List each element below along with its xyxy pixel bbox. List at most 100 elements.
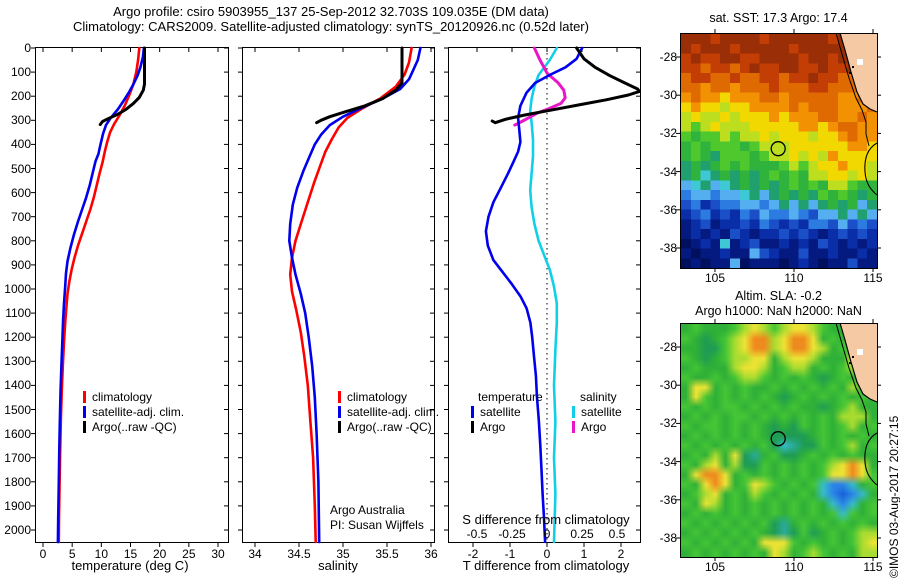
depth-tick-label: 100 [10, 65, 31, 80]
difference-legend-item: Argo [572, 420, 606, 434]
map-x-tick-label: 115 [863, 271, 883, 285]
depth-tick-label: 0 [24, 41, 31, 55]
x-tick-label: 1 [580, 547, 588, 561]
map-y-tick-label: -38 [659, 531, 677, 545]
depth-tick-label: 1900 [4, 498, 31, 513]
difference-legend-item: satellite [572, 405, 622, 419]
map-y-tick-label: -30 [659, 88, 677, 103]
map-x-tick-label: 105 [704, 560, 726, 574]
temperature-legend-item: satellite-adj. clim. [83, 405, 184, 419]
legend-label: satellite [581, 405, 622, 419]
argo-australia-note: Argo Australia [330, 503, 405, 517]
map-y-tick-label: -32 [659, 416, 677, 431]
map-y-tick-label: -32 [659, 126, 677, 141]
difference-legend-header: salinity [580, 390, 617, 404]
map-y-tick-label: -36 [659, 492, 677, 507]
x-tick-label: 34.5 [287, 547, 311, 561]
map-x-tick-label: 110 [784, 271, 804, 285]
temperature-legend-item: Argo(..raw -QC) [83, 420, 177, 434]
x-tick-label: 20 [152, 547, 167, 561]
depth-tick-label: 1100 [5, 306, 31, 321]
depth-tick-label: 600 [10, 185, 31, 200]
legend-label: satellite-adj. clim. [92, 405, 185, 419]
depth-tick-label: 1300 [4, 354, 31, 369]
x-tick-label: 35 [336, 547, 350, 561]
depth-tick-label: 1400 [4, 378, 31, 393]
figure-title-line2: Climatology: CARS2009. Satellite-adjuste… [73, 19, 589, 34]
x-tick-label: 2 [617, 547, 625, 561]
depth-tick-label: 200 [10, 89, 31, 104]
legend-line-sample [83, 391, 86, 403]
salinity-legend-item: satellite-adj. clim. [338, 405, 439, 419]
depth-tick-label: 1700 [4, 450, 31, 465]
x-tick-label: 35.5 [375, 547, 399, 561]
difference-legend-item: satellite [471, 405, 521, 419]
legend-line-sample [572, 406, 575, 418]
legend-label: Argo(..raw -QC) [92, 420, 177, 434]
s-tick-label: 0 [543, 527, 551, 541]
depth-tick-label: 1800 [4, 474, 31, 489]
legend-label: Argo(..raw -QC) [347, 420, 432, 434]
map-x-tick-label: 110 [784, 560, 804, 574]
sst-map-title: sat. SST: 17.3 Argo: 17.4 [709, 11, 848, 25]
x-tick-label: 0 [39, 547, 47, 561]
pi-note: PI: Susan Wijffels [330, 518, 424, 532]
sla-map-title-line2: Argo h1000: NaN h2000: NaN [695, 304, 862, 318]
s-tick-label: 0.25 [570, 527, 594, 541]
figure-title: Argo profile: csiro 5903955_137 25-Sep-2… [0, 4, 662, 34]
legend-line-sample [572, 421, 575, 433]
figure-title-line1: Argo profile: csiro 5903955_137 25-Sep-2… [113, 4, 549, 19]
map-y-tick-label: -36 [659, 202, 677, 217]
legend-line-sample [471, 421, 474, 433]
x-tick-label: 15 [123, 547, 138, 561]
map-y-tick-label: -34 [659, 164, 677, 179]
difference-legend-item: Argo [471, 420, 505, 434]
t-difference-axis-label: T difference from climatology [462, 558, 630, 573]
map-y-tick-label: -28 [659, 340, 677, 354]
sla-map-title-line1: Altim. SLA: -0.2 [735, 289, 822, 303]
depth-tick-label: 1200 [4, 330, 31, 345]
map-x-tick-label: 105 [704, 271, 726, 285]
map-y-tick-label: -28 [659, 50, 677, 64]
legend-line-sample [471, 406, 474, 418]
depth-tick-label: 1600 [4, 426, 31, 441]
x-tick-label: -2 [467, 547, 479, 561]
map-x-tick-label: 115 [863, 560, 883, 574]
salinity-legend-item: climatology [338, 390, 407, 404]
legend-line-sample [338, 391, 341, 403]
x-tick-label: 5 [68, 547, 76, 561]
x-tick-label: 0 [543, 547, 551, 561]
x-tick-label: 25 [182, 547, 196, 561]
legend-line-sample [83, 421, 86, 433]
depth-tick-label: 800 [10, 233, 31, 248]
difference-legend-header: temperature [478, 390, 543, 404]
x-tick-label: 10 [94, 547, 108, 561]
depth-tick-label: 1500 [4, 402, 31, 417]
depth-tick-label: 2000 [4, 523, 31, 537]
s-tick-label: -0.5 [466, 527, 488, 541]
legend-line-sample [338, 421, 341, 433]
depth-tick-label: 700 [10, 209, 31, 224]
depth-tick-label: 500 [10, 161, 31, 176]
salinity-axis-label: salinity [318, 558, 358, 573]
temperature-axis-label: temperature (deg C) [71, 558, 189, 573]
legend-label: satellite-adj. clim. [347, 405, 440, 419]
legend-label: satellite [480, 405, 521, 419]
x-tick-label: 34 [248, 547, 262, 561]
map-y-tick-label: -30 [659, 378, 677, 393]
map-y-tick-label: -34 [659, 454, 677, 469]
temperature-legend-item: climatology [83, 390, 152, 404]
s-tick-label: 0.5 [608, 527, 626, 541]
depth-tick-label: 400 [10, 137, 31, 152]
legend-label: Argo [581, 420, 607, 434]
legend-label: climatology [92, 390, 153, 404]
depth-tick-label: 300 [10, 113, 31, 128]
x-tick-label: 30 [211, 547, 225, 561]
salinity-legend-item: Argo(..raw -QC) [338, 420, 432, 434]
depth-tick-label: 900 [10, 257, 31, 272]
x-tick-label: 36 [424, 547, 438, 561]
s-difference-axis-label: S difference from climatology [462, 512, 630, 527]
depth-tick-label: 1000 [4, 282, 31, 296]
